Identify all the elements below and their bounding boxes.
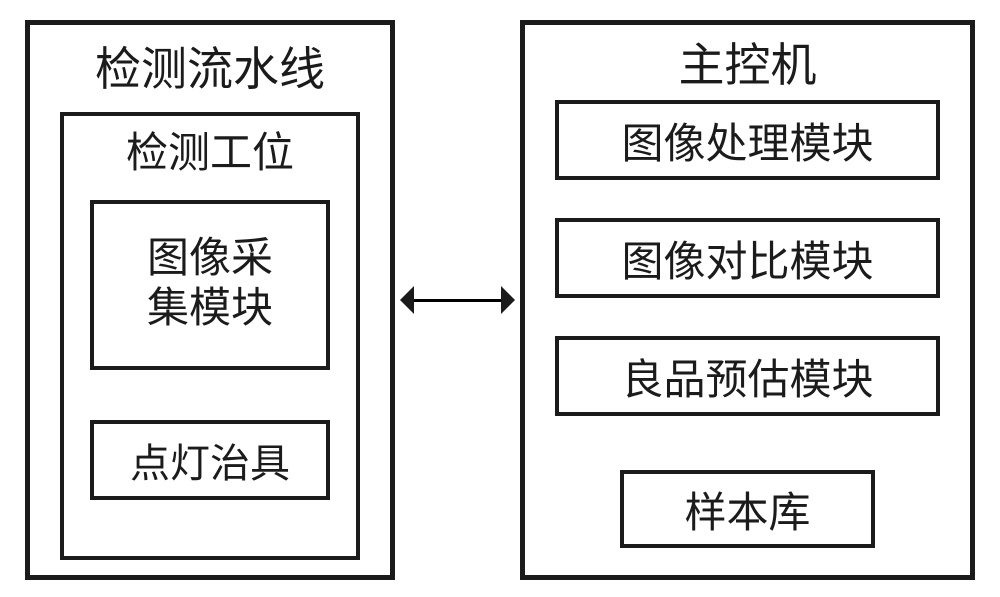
image-capture-lines: 图像采 集模块 bbox=[147, 235, 273, 334]
good-estimate-module: 良品预估模块 bbox=[555, 336, 940, 416]
sample-library-module: 样本库 bbox=[620, 470, 875, 548]
image-compare-module: 图像对比模块 bbox=[555, 218, 940, 298]
arrow-head-right-icon bbox=[501, 286, 515, 314]
left-panel-title: 检测流水线 bbox=[25, 40, 395, 100]
image-processing-label: 图像处理模块 bbox=[621, 110, 873, 171]
bidirectional-arrow bbox=[414, 299, 501, 302]
good-estimate-label: 良品预估模块 bbox=[621, 346, 873, 407]
arrow-head-left-icon bbox=[400, 286, 414, 314]
station-title: 检测工位 bbox=[60, 126, 360, 182]
right-panel-title: 主控机 bbox=[520, 36, 975, 96]
sample-library-label: 样本库 bbox=[684, 479, 810, 540]
lamp-fixture-module: 点灯治具 bbox=[90, 420, 330, 500]
image-processing-module: 图像处理模块 bbox=[555, 100, 940, 180]
lamp-fixture-label: 点灯治具 bbox=[130, 431, 290, 489]
image-compare-label: 图像对比模块 bbox=[621, 228, 873, 289]
image-capture-line2: 集模块 bbox=[147, 285, 273, 335]
image-capture-line1: 图像采 bbox=[147, 235, 273, 285]
diagram-stage: 检测流水线 检测工位 图像采 集模块 点灯治具 主控机 图像处理模块 图像对比模… bbox=[0, 0, 1000, 597]
image-capture-module: 图像采 集模块 bbox=[90, 200, 330, 370]
